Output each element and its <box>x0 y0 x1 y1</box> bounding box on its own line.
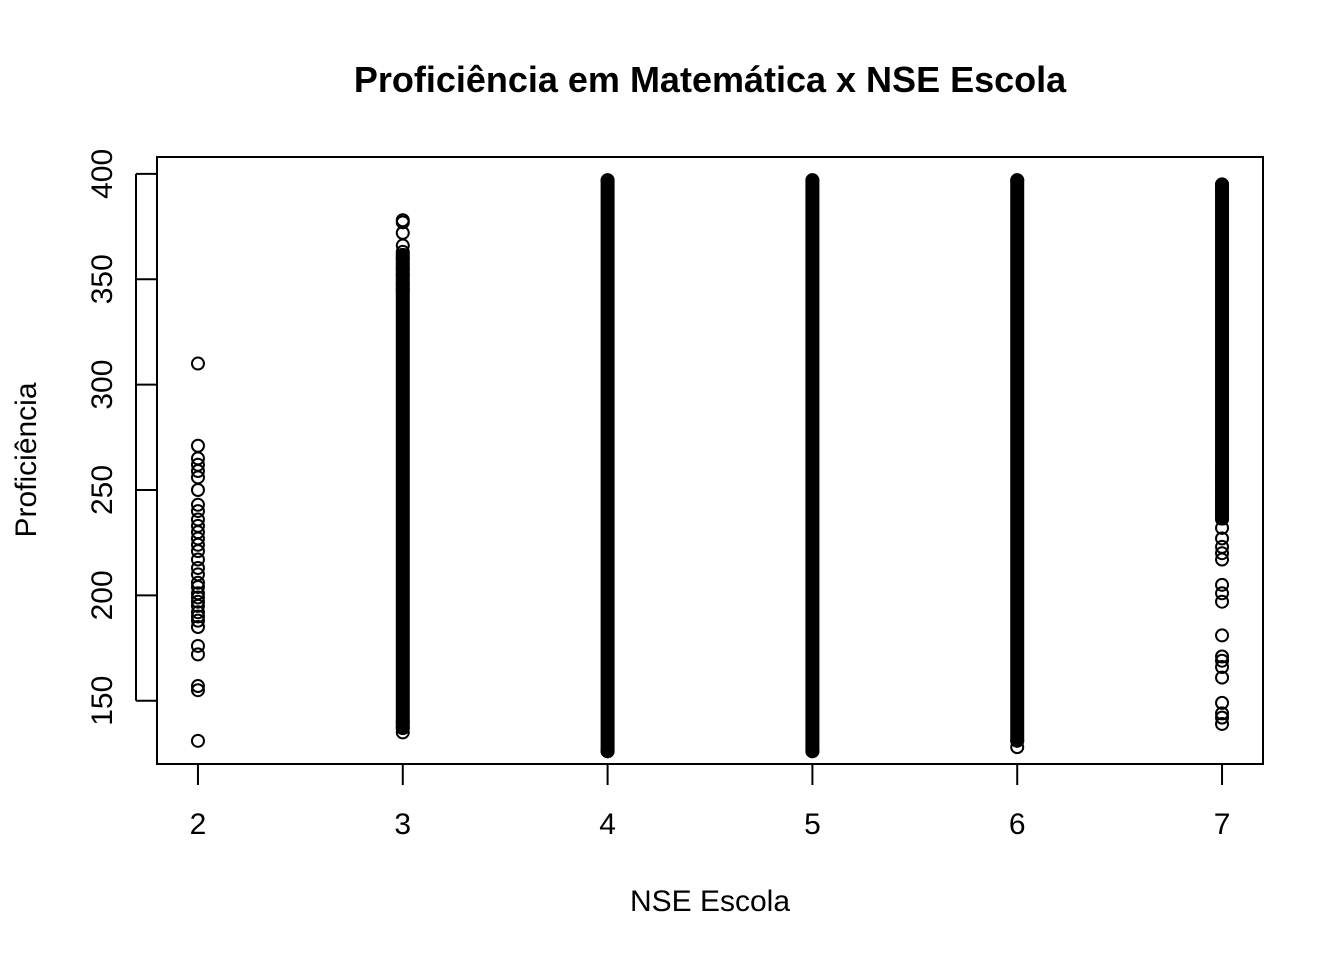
data-point <box>190 620 205 635</box>
series-nse-7 <box>1215 177 1230 731</box>
data-point <box>395 213 410 228</box>
dense-point-band <box>395 247 410 735</box>
data-point <box>190 586 205 601</box>
data-point <box>805 173 820 188</box>
data-point <box>190 638 205 653</box>
data-point <box>1215 501 1230 516</box>
data-point <box>1215 457 1230 472</box>
data-point <box>1215 474 1230 489</box>
y-tick-label: 350 <box>86 254 119 304</box>
data-point <box>1215 710 1230 725</box>
data-point <box>395 725 410 740</box>
x-tick-label: 5 <box>804 808 821 841</box>
x-tick-label: 2 <box>190 808 207 841</box>
data-point <box>1215 586 1230 601</box>
data-point <box>1215 510 1230 525</box>
data-point <box>190 605 205 620</box>
y-tick-label: 300 <box>86 360 119 410</box>
series-nse-3 <box>395 213 410 740</box>
data-point <box>1215 660 1230 675</box>
y-tick-label: 400 <box>86 149 119 199</box>
data-point <box>1215 628 1230 643</box>
data-point <box>190 438 205 453</box>
y-tick-label: 250 <box>86 465 119 515</box>
dense-point-band <box>600 174 615 758</box>
x-tick-label: 6 <box>1009 808 1026 841</box>
data-point <box>1010 740 1025 755</box>
y-tick-label: 150 <box>86 676 119 726</box>
y-axis-label: Proficiência <box>10 382 43 537</box>
data-point <box>1215 649 1230 664</box>
x-tick-label: 7 <box>1214 808 1231 841</box>
x-tick-label: 3 <box>394 808 411 841</box>
x-tick-label: 4 <box>599 808 616 841</box>
dense-point-band <box>805 174 820 758</box>
data-point <box>190 497 205 512</box>
series-nse-6 <box>1010 173 1025 755</box>
data-point <box>1215 546 1230 561</box>
data-point <box>395 244 410 259</box>
data-point <box>190 356 205 371</box>
data-point <box>395 261 410 276</box>
data-point <box>190 567 205 582</box>
data-point <box>1215 531 1230 546</box>
data-point <box>190 733 205 748</box>
data-point <box>395 268 410 283</box>
data-point <box>1215 706 1230 721</box>
data-point <box>190 609 205 624</box>
data-point <box>1215 594 1230 609</box>
data-point <box>395 276 410 291</box>
data-point <box>190 512 205 527</box>
data-point <box>190 590 205 605</box>
x-axis: 2 3 4 5 6 7 <box>190 763 1231 841</box>
data-points <box>190 173 1230 759</box>
dense-point-band <box>1010 174 1025 747</box>
data-point <box>190 679 205 694</box>
series-nse-2 <box>190 356 205 748</box>
data-point <box>1215 466 1230 481</box>
data-point <box>190 575 205 590</box>
data-point <box>1215 491 1230 506</box>
data-point <box>1215 483 1230 498</box>
data-point <box>805 744 820 759</box>
data-point <box>1215 520 1230 535</box>
y-tick-label: 200 <box>86 570 119 620</box>
data-point <box>1215 177 1230 192</box>
data-point <box>190 457 205 472</box>
data-point <box>1215 539 1230 554</box>
data-point <box>395 714 410 729</box>
data-point <box>395 282 410 297</box>
data-point <box>1215 653 1230 668</box>
data-point <box>190 483 205 498</box>
data-point <box>1215 670 1230 685</box>
data-point <box>600 173 615 188</box>
data-point <box>1010 173 1025 188</box>
data-point <box>190 647 205 662</box>
series-nse-5 <box>805 173 820 759</box>
dense-point-band <box>1215 178 1230 526</box>
data-point <box>1215 716 1230 731</box>
data-point <box>190 683 205 698</box>
chart-title: Proficiência em Matemática x NSE Escola <box>354 59 1067 100</box>
plot-frame <box>156 156 1264 765</box>
data-point <box>1215 695 1230 710</box>
data-point <box>190 560 205 575</box>
data-point <box>395 721 410 736</box>
data-point <box>1215 577 1230 592</box>
data-point <box>190 504 205 519</box>
data-point <box>1010 733 1025 748</box>
data-point <box>600 744 615 759</box>
data-point <box>190 552 205 567</box>
data-point <box>190 594 205 609</box>
data-point <box>190 518 205 533</box>
data-point <box>190 613 205 628</box>
series-nse-4 <box>600 173 615 759</box>
y-axis: 150 200 250 300 350 400 <box>86 149 157 726</box>
x-axis-label: NSE Escola <box>630 885 790 918</box>
